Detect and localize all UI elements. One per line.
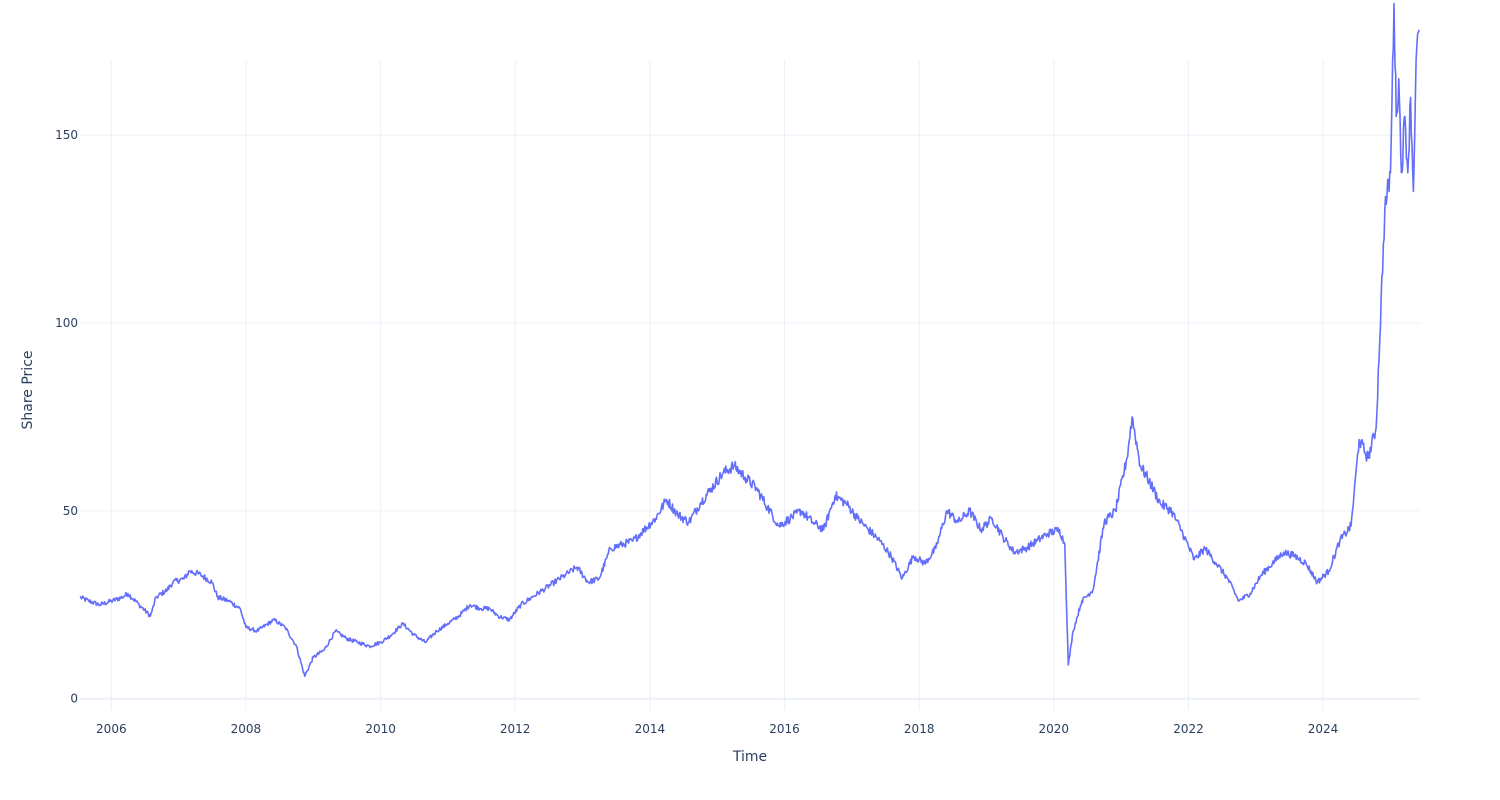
x-tick-label: 2016: [769, 722, 800, 736]
x-tick-label: 2020: [1038, 722, 1069, 736]
axis-ticks: 2006 2008 2010 2012 2014 2016 2018 2020 2022 2024…: [55, 128, 1338, 736]
x-tick-label: 2006: [96, 722, 127, 736]
x-tick-label: 2008: [231, 722, 262, 736]
y-axis-title: Share Price: [20, 350, 36, 429]
y-tick-label: 150: [55, 128, 78, 142]
gridlines: [80, 60, 1420, 710]
y-tick-label: 0: [70, 692, 78, 706]
share-price-line: [79, 2, 1420, 677]
x-tick-label: 2024: [1308, 722, 1339, 736]
plot-area: [79, 2, 1420, 677]
y-tick-label: 50: [63, 504, 78, 518]
x-tick-label: 2014: [635, 722, 666, 736]
y-tick-label: 100: [55, 316, 78, 330]
x-tick-label: 2022: [1173, 722, 1204, 736]
x-axis-title: Time: [732, 749, 767, 765]
x-tick-label: 2012: [500, 722, 531, 736]
x-tick-label: 2010: [365, 722, 396, 736]
x-tick-label: 2018: [904, 722, 935, 736]
